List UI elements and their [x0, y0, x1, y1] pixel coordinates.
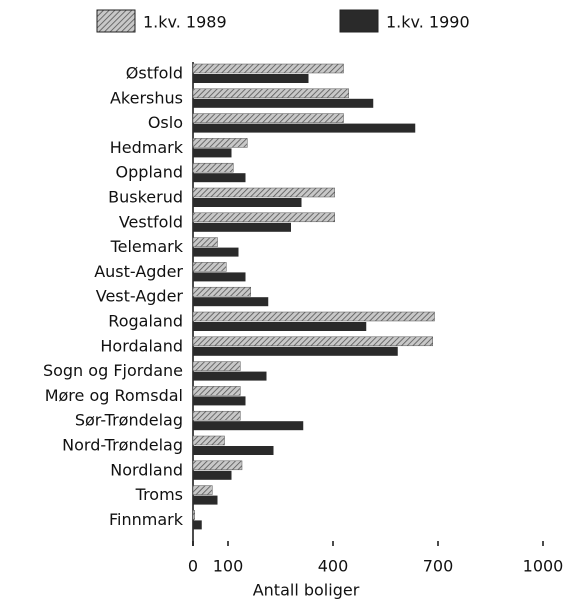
bar: [192, 510, 195, 520]
bar: [192, 410, 241, 421]
y-tick-label: Oslo: [148, 113, 183, 132]
bar: [193, 470, 232, 480]
bar: [192, 187, 335, 198]
bar: [192, 63, 344, 74]
y-tick-label: Nordland: [110, 460, 183, 479]
legend-label: 1.kv. 1990: [386, 13, 470, 32]
bar: [193, 396, 246, 406]
y-tick-label: Telemark: [110, 237, 184, 256]
legend-swatch: [339, 9, 379, 33]
bar: [192, 361, 241, 371]
y-tick-label: Troms: [135, 485, 183, 504]
y-tick-label: Oppland: [116, 163, 183, 182]
bar: [193, 74, 309, 83]
bar: [192, 162, 234, 173]
bar: [193, 98, 374, 108]
y-tick-label: Finnmark: [109, 510, 184, 529]
y-tick-label: Møre og Romsdal: [45, 386, 183, 405]
bar: [193, 520, 202, 530]
y-tick-label: Rogaland: [108, 312, 183, 331]
bar: [192, 262, 227, 272]
y-tick-label: Sogn og Fjordane: [43, 361, 183, 380]
y-tick-label: Sør-Trøndelag: [75, 411, 183, 430]
bar: [192, 336, 433, 347]
bar: [192, 212, 335, 223]
bar: [192, 286, 251, 297]
bar: [193, 322, 367, 331]
bar: [192, 138, 248, 148]
x-tick-label: 1000: [523, 557, 564, 576]
y-tick-label: Vest-Agder: [96, 287, 184, 306]
x-tick-label: 700: [423, 557, 454, 576]
bar: [193, 421, 304, 431]
y-tick-label: Nord-Trøndelag: [62, 436, 183, 455]
y-tick-label: Hordaland: [100, 336, 183, 355]
y-tick-label: Vestfold: [119, 212, 183, 231]
y-tick-label: Østfold: [126, 64, 183, 83]
bar: [193, 272, 246, 282]
bar: [192, 113, 344, 123]
x-tick-label: 0: [188, 557, 198, 576]
y-tick-label: Aust-Agder: [94, 262, 183, 281]
bar: [193, 346, 398, 356]
bar: [193, 222, 291, 232]
bar: [192, 311, 435, 322]
legend-label: 1.kv. 1989: [143, 13, 227, 32]
bar: [193, 297, 269, 307]
bar: [192, 237, 218, 247]
bar: [192, 485, 213, 495]
y-tick-label: Buskerud: [108, 188, 183, 207]
bar: [192, 460, 243, 471]
bar: [193, 148, 232, 158]
bar: [192, 435, 225, 446]
bar: [193, 123, 416, 133]
bar: [192, 386, 241, 396]
x-axis-label: Antall boliger: [253, 581, 360, 600]
bar: [193, 247, 239, 257]
bar: [193, 446, 274, 455]
bar: [192, 88, 349, 99]
x-tick-label: 100: [213, 557, 244, 576]
bar: [193, 495, 218, 505]
x-tick-label: 400: [318, 557, 349, 576]
y-tick-label: Hedmark: [110, 138, 184, 157]
y-tick-label: Akershus: [110, 88, 183, 107]
bar: [193, 173, 246, 183]
legend-swatch: [96, 9, 136, 33]
bar: [193, 198, 302, 207]
bar: [193, 371, 267, 381]
